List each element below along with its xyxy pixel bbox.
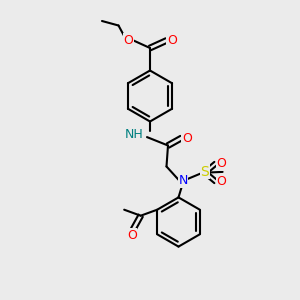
Text: O: O (216, 157, 226, 170)
Text: O: O (123, 34, 133, 47)
Text: N: N (178, 174, 188, 187)
Text: NH: NH (125, 128, 143, 141)
Text: O: O (182, 131, 192, 145)
Text: O: O (167, 34, 177, 47)
Text: O: O (127, 229, 136, 242)
Text: S: S (200, 165, 209, 178)
Text: O: O (216, 175, 226, 188)
